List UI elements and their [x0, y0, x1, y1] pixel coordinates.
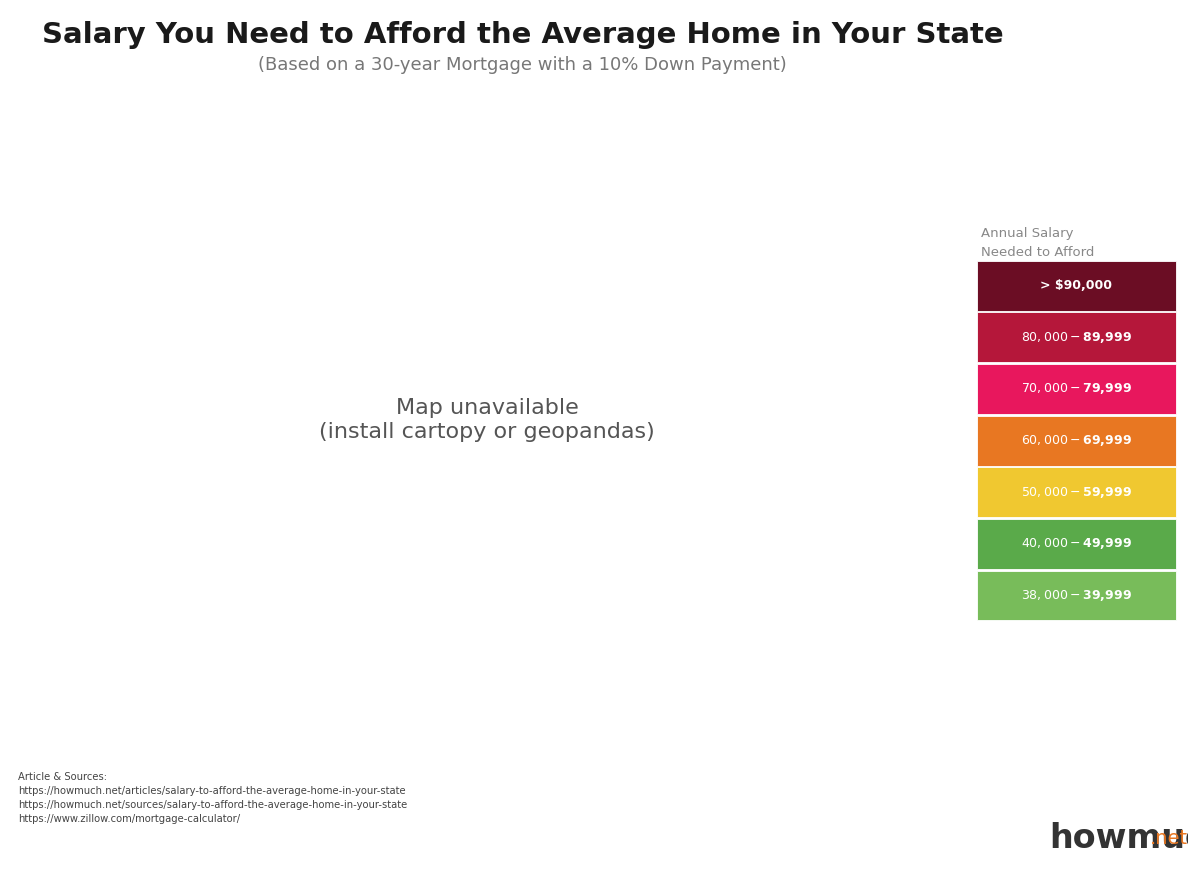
Text: $50,000 - $59,999: $50,000 - $59,999 — [1020, 485, 1132, 500]
Text: Article & Sources:
https://howmuch.net/articles/salary-to-afford-the-average-hom: Article & Sources: https://howmuch.net/a… — [18, 772, 407, 823]
Text: .net: .net — [1150, 829, 1188, 848]
Text: > $90,000: > $90,000 — [1041, 279, 1112, 292]
Text: Annual Salary
Needed to Afford
the Average Home ($): Annual Salary Needed to Afford the Avera… — [981, 228, 1129, 276]
Text: $70,000 - $79,999: $70,000 - $79,999 — [1020, 382, 1132, 396]
Text: $38,000 - $39,999: $38,000 - $39,999 — [1020, 588, 1132, 603]
Text: Salary You Need to Afford the Average Home in Your State: Salary You Need to Afford the Average Ho… — [42, 21, 1004, 49]
Text: $80,000 - $89,999: $80,000 - $89,999 — [1020, 330, 1132, 345]
Text: $60,000 - $69,999: $60,000 - $69,999 — [1020, 433, 1132, 448]
Text: Map unavailable
(install cartopy or geopandas): Map unavailable (install cartopy or geop… — [320, 398, 655, 442]
Text: howmuch: howmuch — [1049, 822, 1188, 855]
Text: (Based on a 30-year Mortgage with a 10% Down Payment): (Based on a 30-year Mortgage with a 10% … — [258, 56, 788, 74]
Text: $40,000 - $49,999: $40,000 - $49,999 — [1020, 536, 1132, 551]
